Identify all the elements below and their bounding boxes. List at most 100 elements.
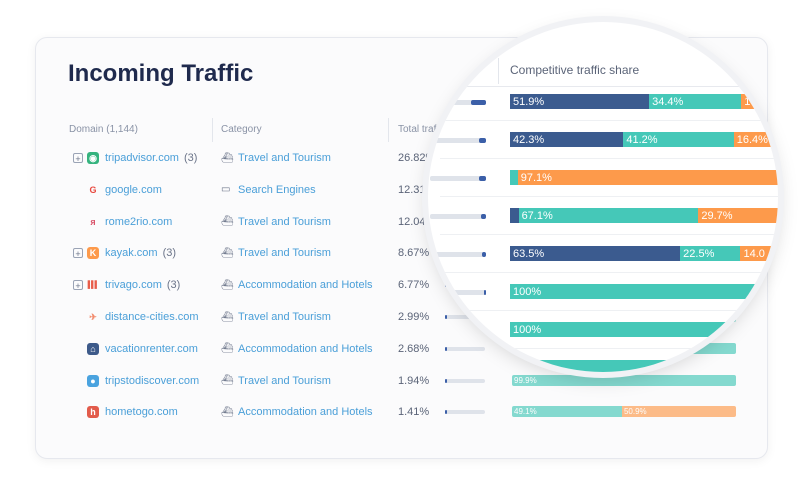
domain-link[interactable]: tripstodiscover.com xyxy=(105,374,200,387)
competitive-share-bar[interactable]: 51.9%34.4%1 xyxy=(510,94,778,109)
traffic-share-bar-fill xyxy=(479,176,486,181)
row-divider xyxy=(440,234,778,235)
expand-icon[interactable]: + xyxy=(73,153,83,164)
competitive-share-bar[interactable]: 100% xyxy=(510,284,778,299)
domain-link[interactable]: vacationrenter.com xyxy=(105,342,198,355)
traffic-share-bar-fill xyxy=(445,378,447,383)
category-link[interactable]: Travel and Tourism xyxy=(238,215,331,228)
domain-cell: ᴙ rome2rio.com xyxy=(87,206,172,238)
traffic-share-bar xyxy=(445,410,485,415)
category-link[interactable]: Accommodation and Hotels xyxy=(238,279,373,292)
traffic-share-bar-fill xyxy=(480,214,486,219)
share-segment-teal: 99.9% xyxy=(512,374,736,386)
traffic-share-bar-fill xyxy=(484,366,486,371)
travel-icon: ⛴ xyxy=(221,152,234,164)
traffic-share-percent: 12.31 xyxy=(398,183,426,196)
category-link[interactable]: Travel and Tourism xyxy=(238,311,331,323)
hotel-icon: ⛴ xyxy=(221,406,234,418)
row-divider xyxy=(440,348,778,349)
category-link[interactable]: Travel and Tourism xyxy=(238,374,331,387)
share-segment-orange: 97.1% xyxy=(517,170,778,185)
column-header-category[interactable]: Category xyxy=(221,124,262,135)
search-engine-icon: ▭ xyxy=(221,184,231,196)
category-link[interactable]: Search Engines xyxy=(238,183,316,196)
travel-icon: ⛴ xyxy=(221,311,234,323)
share-segment-teal xyxy=(510,170,518,185)
category-cell: ⛴ Accommodation and Hotels xyxy=(221,333,373,365)
distance-cities-icon: ✈ xyxy=(89,311,97,322)
expand-icon[interactable]: + xyxy=(73,280,83,291)
hometogo-icon: h xyxy=(87,406,99,419)
traffic-share-percent: 2.68% xyxy=(398,342,430,355)
traffic-share-bar-fill xyxy=(445,315,447,319)
domain-link[interactable]: rome2rio.com xyxy=(105,215,173,228)
tripadvisor-icon: ◉ xyxy=(87,152,99,164)
travel-icon: ⛴ xyxy=(221,375,234,387)
competitive-share-bar[interactable]: 49.1% 50.9% xyxy=(512,406,736,418)
traffic-share-percent: 1.94% xyxy=(398,374,430,387)
table-row: ● tripstodiscover.com ⛴ Travel and Tourism 1… xyxy=(0,365,800,397)
column-divider xyxy=(498,58,499,84)
expand-icon[interactable]: + xyxy=(73,248,83,259)
competitive-share-bar[interactable]: 99.9% xyxy=(510,360,778,372)
hotel-icon: ⛴ xyxy=(221,279,234,291)
traffic-share-percent: 2.99% xyxy=(398,311,430,323)
traffic-share-bar-fill xyxy=(445,283,448,288)
table-row: h hometogo.com ⛴ Accommodation and Hotels 1.… xyxy=(0,396,800,428)
column-header-competitive-share[interactable]: Competitive traffic share xyxy=(510,63,640,77)
header-divider xyxy=(440,86,778,87)
category-link[interactable]: Travel and Tourism xyxy=(238,247,331,260)
competitive-share-bar[interactable]: 100% xyxy=(510,322,778,337)
traffic-share-bar-fill xyxy=(484,290,486,295)
column-divider xyxy=(388,118,389,142)
column-header-total-traffic[interactable]: Total traffi xyxy=(398,124,442,135)
domain-link[interactable]: google.com xyxy=(105,183,162,196)
column-header-domain[interactable]: Domain (1,144) xyxy=(69,124,138,135)
traffic-share-bar-fill xyxy=(484,328,486,333)
share-segment-teal: 100% xyxy=(510,322,778,337)
domain-cell: h hometogo.com xyxy=(87,396,178,428)
travel-icon: ⛴ xyxy=(221,216,234,228)
category-cell: ⛴ Accommodation and Hotels xyxy=(221,396,373,428)
traffic-share-bar xyxy=(430,252,486,257)
traffic-share-bar-fill xyxy=(479,138,486,143)
traffic-share-percent: 1.41% xyxy=(398,406,430,419)
subdomain-count: (3) xyxy=(183,152,198,164)
category-link[interactable]: Accommodation and Hotels xyxy=(238,342,373,355)
share-segment-orange: 1 xyxy=(741,94,778,109)
share-segment-navy xyxy=(510,208,519,223)
share-segment-orange: 50.9% xyxy=(621,406,736,418)
competitive-share-bar[interactable]: 42.3%41.2%16.4% xyxy=(510,132,778,147)
domain-link[interactable]: distance-cities.com xyxy=(105,311,199,323)
magnified-view: Competitive traffic share 51.9% 34.4% 1 42.… xyxy=(428,22,778,372)
share-segment-orange: 14.0 xyxy=(740,246,778,261)
competitive-share-bar[interactable]: 97.1% xyxy=(510,170,778,185)
row-divider xyxy=(440,196,778,197)
traffic-share-percent: 8.67% xyxy=(398,247,430,260)
row-divider xyxy=(440,272,778,273)
category-cell: ⛴ Travel and Tourism xyxy=(221,237,331,269)
domain-link[interactable]: trivago.com xyxy=(105,279,162,292)
subdomain-count: (3) xyxy=(162,247,177,260)
competitive-share-bar[interactable]: 99.9% xyxy=(512,374,736,386)
category-link[interactable]: Accommodation and Hotels xyxy=(238,406,373,419)
domain-cell: + ◉ tripadvisor.com (3) xyxy=(73,142,197,174)
category-link[interactable]: Travel and Tourism xyxy=(238,152,331,164)
competitive-share-bar[interactable]: 63.5%22.5%14.0 xyxy=(510,246,778,261)
domain-link[interactable]: hometogo.com xyxy=(105,406,178,419)
traffic-share-bar xyxy=(430,176,486,181)
share-segment-teal: 41.2% xyxy=(623,132,734,147)
google-icon: G xyxy=(89,184,97,195)
travel-icon: ⛴ xyxy=(221,247,234,259)
rome2rio-icon: ᴙ xyxy=(90,216,96,227)
magnifier-lens: Competitive traffic share 51.9% 34.4% 1 42.… xyxy=(428,22,778,372)
share-segment-navy: 42.3% xyxy=(510,132,624,147)
domain-link[interactable]: tripadvisor.com xyxy=(105,152,179,164)
category-cell: ⛴ Travel and Tourism xyxy=(221,301,331,333)
competitive-share-bar[interactable]: 67.1%29.7% xyxy=(510,208,778,223)
traffic-share-percent: 26.82% xyxy=(398,152,436,164)
domain-link[interactable]: kayak.com xyxy=(105,247,158,260)
share-segment-orange: 16.4% xyxy=(733,132,778,147)
